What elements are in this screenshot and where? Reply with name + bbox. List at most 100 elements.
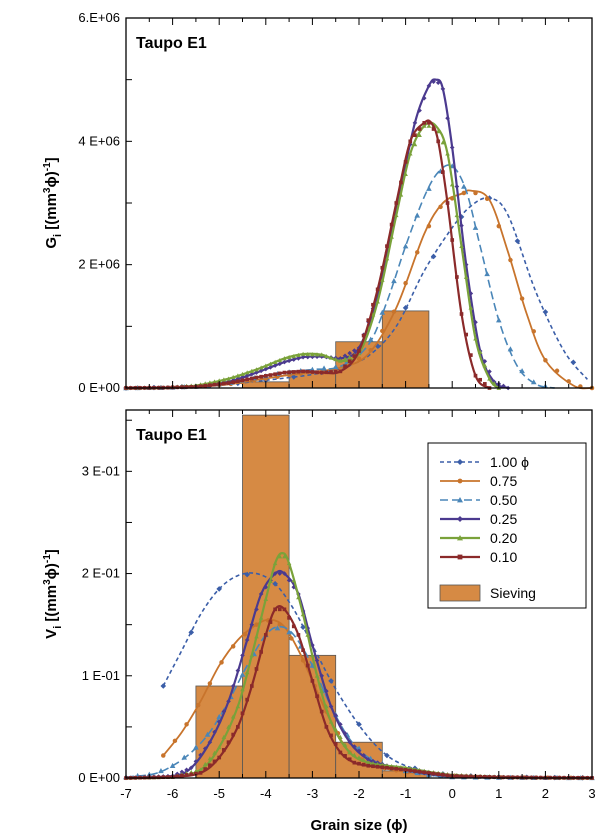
- bottom-point-s020-26: [244, 670, 250, 675]
- top-point-s010-56: [385, 244, 389, 249]
- top-point-s025-28: [254, 370, 259, 375]
- top-point-s100-14: [514, 238, 521, 244]
- bottom-point-s010-55: [380, 765, 385, 770]
- top-point-s010-40: [310, 370, 315, 374]
- top-point-s020-62: [412, 142, 418, 147]
- bottom-panel-title: Taupo E1: [136, 427, 207, 444]
- bottom-point-s020-29: [258, 615, 264, 620]
- bottom-point-s075-4: [207, 681, 213, 686]
- top-point-s010-14: [189, 385, 194, 389]
- top-y-axis-title: Gi [(mm3ϕ)-1]: [42, 157, 64, 248]
- xtick-label-4: -3: [307, 786, 319, 801]
- bottom-point-s010-48: [347, 757, 352, 762]
- bottom-point-s025-22: [226, 699, 231, 704]
- top-point-s020-22: [226, 376, 231, 381]
- top-point-s025-75: [473, 319, 478, 325]
- top-point-s010-47: [343, 364, 347, 369]
- top-point-s020-68: [440, 140, 446, 145]
- top-point-s020-38: [300, 351, 306, 356]
- bottom-point-s020-33: [277, 554, 283, 559]
- bottom-point-s020-52: [366, 760, 371, 765]
- top-point-s050-25: [414, 212, 421, 218]
- legend-sieving-swatch: [439, 584, 481, 602]
- top-point-s010-43: [324, 370, 329, 375]
- top-point-s020-30: [263, 363, 269, 368]
- top-point-s020-59: [398, 192, 404, 197]
- bottom-point-s025-27: [249, 622, 255, 627]
- legend-marker-s100: [457, 459, 463, 465]
- top-point-s025-70: [449, 145, 455, 150]
- top-point-s020-36: [291, 353, 297, 359]
- bottom-point-s025-36: [291, 584, 297, 590]
- bottom-point-s020-37: [296, 595, 301, 600]
- top-point-s025-67: [435, 80, 441, 86]
- bottom-point-s075-10: [277, 622, 283, 627]
- top-point-s010-55: [380, 265, 385, 270]
- bottom-point-s020-36: [291, 578, 297, 583]
- legend-marker-s050: [457, 497, 463, 503]
- bottom-point-s010-37: [296, 633, 301, 637]
- top-point-s075-29: [461, 190, 467, 196]
- top-point-s020-79: [491, 381, 497, 386]
- legend-label-s075: 0.75: [490, 473, 517, 489]
- bottom-point-s025-46: [338, 722, 343, 727]
- bottom-point-s025-41: [314, 658, 320, 663]
- top-sieving-bar-3: [381, 310, 430, 389]
- bottom-point-s020-39: [305, 632, 311, 637]
- bottom-point-s050-5: [181, 754, 188, 760]
- top-point-s020-58: [393, 213, 399, 218]
- top-point-s010-52: [366, 318, 371, 323]
- bottom-point-s100-8: [384, 752, 390, 759]
- bottom-point-s010-14: [189, 772, 194, 777]
- bottom-point-s010-21: [222, 748, 226, 752]
- bottom-point-s010-26: [245, 697, 249, 702]
- top-point-s025-81: [501, 383, 506, 389]
- bottom-point-s020-43: [324, 704, 329, 709]
- top-point-s010-61: [408, 139, 413, 144]
- top-point-s010-35: [287, 370, 291, 375]
- top-point-s010-46: [338, 369, 343, 374]
- top-plot-frame: [125, 17, 593, 389]
- bottom-point-s075-5: [219, 660, 224, 665]
- top-point-s025-77: [482, 358, 488, 364]
- bottom-point-s010-31: [268, 620, 273, 624]
- bottom-point-s010-72: [459, 774, 464, 779]
- top-point-s025-64: [421, 95, 427, 101]
- top-point-s010-66: [431, 127, 436, 131]
- bottom-point-s100-3: [244, 571, 250, 578]
- bottom-point-s010-33: [277, 607, 282, 612]
- bottom-point-s025-20: [216, 719, 222, 725]
- top-point-s010-65: [427, 120, 431, 125]
- top-point-s025-34: [282, 359, 287, 365]
- top-point-s100-16: [570, 359, 577, 366]
- bottom-point-s100-0: [160, 683, 167, 689]
- top-point-s025-36: [291, 357, 297, 362]
- bottom-point-s010-60: [403, 767, 408, 772]
- top-point-s020-19: [212, 379, 217, 384]
- top-point-s010-28: [254, 375, 259, 380]
- bottom-point-s010-7: [156, 775, 161, 780]
- top-point-s010-48: [347, 359, 352, 364]
- top-point-s010-69: [445, 201, 450, 205]
- bottom-point-s020-41: [314, 673, 320, 678]
- legend-entry-s010: 0.10: [440, 549, 517, 565]
- legend-marker-s025: [457, 516, 463, 522]
- bottom-point-s020-53: [370, 761, 376, 766]
- top-point-s075-31: [484, 196, 490, 202]
- bottom-point-s025-44: [328, 704, 334, 709]
- top-point-s020-35: [286, 355, 292, 360]
- bottom-point-s025-24: [235, 668, 241, 673]
- top-point-s010-24: [236, 379, 240, 384]
- legend-label-s010: 0.10: [490, 549, 517, 565]
- bottom-point-s010-53: [371, 764, 375, 769]
- top-point-s010-41: [315, 370, 319, 375]
- bottom-point-s100-7: [356, 721, 362, 728]
- bottom-point-s020-31: [268, 578, 273, 584]
- bottom-point-s010-79: [492, 775, 496, 779]
- bottom-point-s010-67: [436, 772, 441, 776]
- legend-label-s100: 1.00 ϕ: [490, 454, 529, 470]
- top-point-s025-48: [347, 350, 352, 356]
- xtick-label-5: -2: [353, 786, 365, 801]
- top-point-s025-40: [310, 354, 315, 360]
- bottom-point-s025-49: [352, 744, 357, 749]
